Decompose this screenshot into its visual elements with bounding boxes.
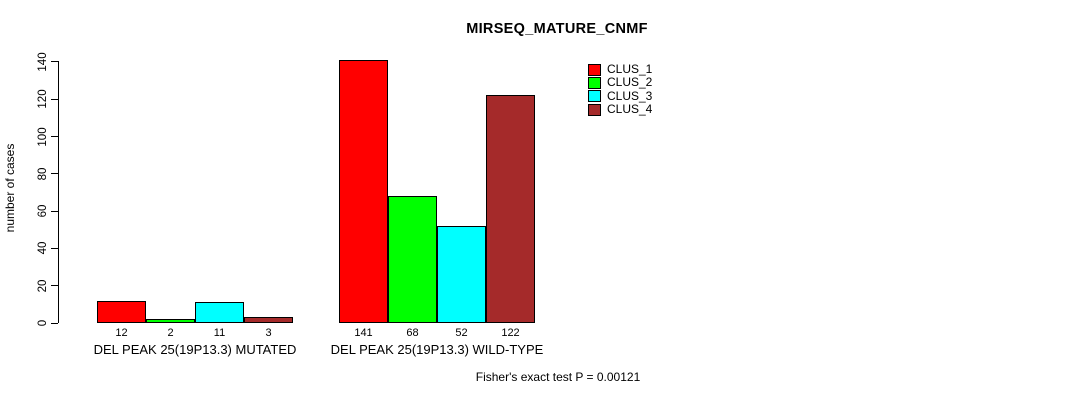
y-axis-label: number of cases: [3, 143, 17, 233]
legend-label: CLUS_4: [607, 102, 653, 117]
legend-swatch-clus_2: [588, 76, 601, 89]
bar-value-label: 2: [167, 327, 174, 339]
chart-title: MIRSEQ_MATURE_CNMF: [466, 21, 648, 37]
bar-value-label: 11: [213, 327, 226, 339]
bar-clus_4: [244, 317, 293, 323]
legend-swatch-clus_1: [588, 63, 601, 76]
y-tick-label: 60: [37, 204, 49, 218]
y-tick-label: 120: [37, 89, 49, 109]
bar-clus_2: [146, 319, 195, 323]
bar-value-label: 52: [455, 327, 468, 339]
y-tick-mark: [51, 136, 58, 137]
legend-item: CLUS_3: [588, 88, 653, 103]
y-tick-mark: [51, 173, 58, 175]
y-axis: [58, 61, 59, 323]
bar-value-label: 12: [115, 327, 128, 339]
bar-clus_4: [486, 95, 535, 323]
legend-label: CLUS_1: [607, 62, 653, 77]
y-tick-mark: [51, 210, 58, 212]
bar-clus_1: [339, 60, 388, 323]
legend-label: CLUS_3: [607, 88, 653, 103]
y-tick-mark: [51, 61, 58, 63]
y-tick-label: 40: [37, 241, 49, 255]
y-tick-label: 140: [37, 52, 49, 72]
legend-swatch-clus_4: [588, 103, 601, 116]
bar-clus_1: [97, 301, 146, 323]
x-category-label: DEL PEAK 25(19P13.3) MUTATED: [93, 342, 297, 357]
bar-clus_3: [195, 302, 244, 323]
legend: CLUS_1 CLUS_2 CLUS_3 CLUS_4: [588, 63, 652, 116]
bar-value-label: 3: [265, 327, 272, 339]
x-category-label: DEL PEAK 25(19P13.3) WILD-TYPE: [330, 342, 544, 357]
y-tick-mark: [51, 247, 58, 249]
bar-clus_3: [437, 226, 486, 323]
y-tick-mark: [51, 322, 58, 324]
bar-value-label: 68: [406, 327, 419, 339]
bar-value-label: 122: [501, 327, 520, 339]
footnote: Fisher's exact test P = 0.00121: [475, 370, 641, 384]
legend-swatch-clus_3: [588, 90, 601, 103]
y-tick-mark: [51, 285, 58, 287]
y-tick-mark: [51, 98, 58, 100]
bar-clus_2: [388, 196, 437, 323]
y-tick-label: 100: [37, 126, 49, 147]
legend-item: CLUS_1: [588, 63, 652, 76]
legend-item: CLUS_2: [588, 76, 652, 89]
legend-item: CLUS_4: [588, 103, 652, 116]
legend-label: CLUS_2: [607, 75, 653, 90]
bar-value-label: 141: [354, 327, 373, 339]
y-tick-label: 20: [37, 279, 49, 293]
y-tick-label: 80: [37, 167, 49, 181]
y-tick-label: 0: [37, 319, 49, 327]
